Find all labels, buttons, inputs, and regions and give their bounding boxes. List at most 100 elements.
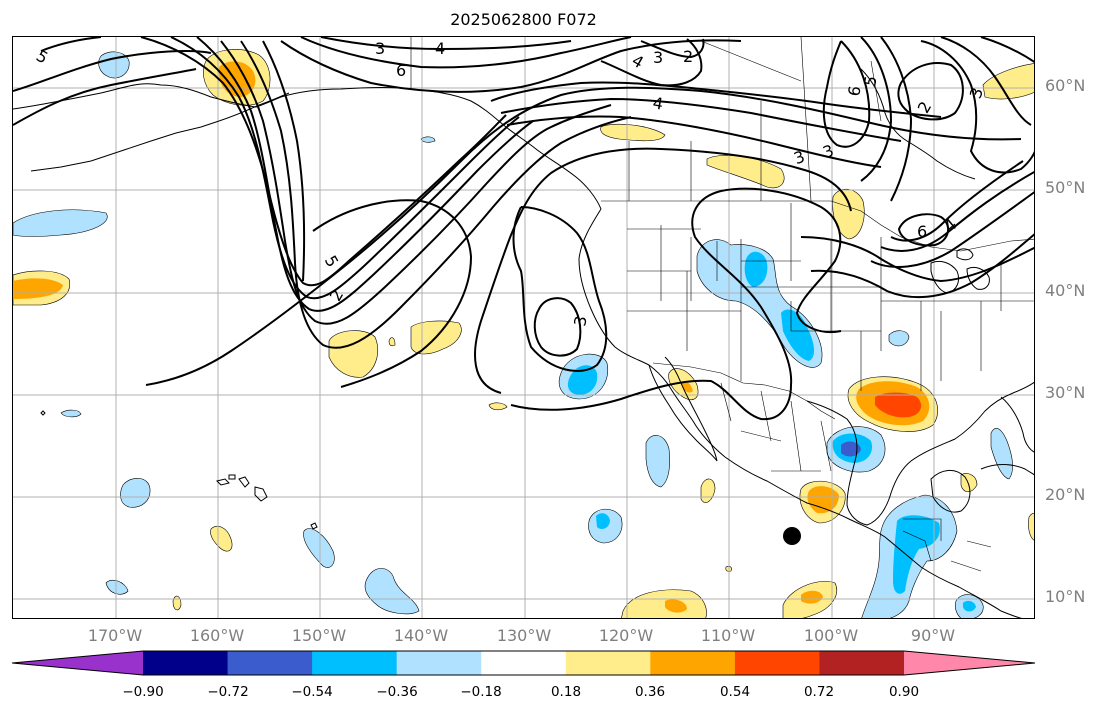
contour-line bbox=[512, 206, 608, 372]
shade-negative-light bbox=[120, 478, 151, 508]
political-borders bbox=[410, 37, 1034, 572]
us-canada-border bbox=[601, 200, 1034, 252]
contour-line bbox=[240, 40, 632, 349]
shade-negative-light bbox=[98, 51, 130, 79]
colorbar-extend-min bbox=[12, 651, 143, 675]
contour-label: 3 bbox=[791, 147, 807, 168]
gulf-coast bbox=[806, 381, 1034, 526]
shade-negative-light bbox=[13, 209, 108, 237]
contour-line bbox=[810, 233, 1034, 299]
coastlines bbox=[13, 68, 1034, 618]
us-mexico-border bbox=[652, 362, 836, 420]
central-america-borders bbox=[902, 518, 992, 572]
colorbar-segment bbox=[650, 651, 736, 675]
shade-negative-medium bbox=[781, 309, 815, 361]
contour-line bbox=[897, 213, 950, 247]
colorbar-extend-max bbox=[904, 651, 1035, 675]
colorbar-segment bbox=[819, 651, 905, 675]
contour-line bbox=[897, 62, 964, 121]
shade-positive-medium bbox=[801, 590, 823, 604]
contour-line bbox=[880, 37, 913, 202]
island-speck bbox=[40, 410, 46, 416]
contour-line bbox=[196, 37, 534, 312]
contour-label: 2 bbox=[683, 47, 693, 66]
contour-line bbox=[980, 37, 1034, 63]
lat-label: 40°N bbox=[1045, 281, 1086, 300]
colorbar-segment bbox=[312, 651, 398, 675]
contour-label: 4 bbox=[629, 51, 647, 73]
colorbar-segment bbox=[227, 651, 313, 675]
shade-negative-light bbox=[888, 330, 910, 347]
contour-line bbox=[140, 37, 507, 287]
west-coast bbox=[578, 208, 1022, 618]
contour-line bbox=[870, 191, 1034, 268]
great-lakes bbox=[930, 248, 990, 294]
lon-label: 150°W bbox=[291, 626, 347, 645]
contour-label: 3 bbox=[653, 48, 663, 67]
contour-label: 4 bbox=[435, 39, 445, 58]
contour-line bbox=[145, 86, 1022, 386]
colorbar-tick-label: −0.72 bbox=[207, 684, 249, 700]
contour-label: 6 bbox=[844, 84, 864, 97]
colorbar-outline bbox=[12, 650, 1036, 676]
contour-label: 5 bbox=[860, 74, 880, 87]
colorbar-tick-label: −0.18 bbox=[460, 684, 502, 700]
contour-label: 4 bbox=[651, 93, 664, 113]
colorbar bbox=[12, 650, 1036, 676]
contour-line bbox=[506, 115, 882, 168]
shade-negative-light bbox=[990, 428, 1013, 480]
shade-positive-light bbox=[982, 63, 1034, 100]
colorbar-tick-label: 0.90 bbox=[888, 684, 920, 700]
shade-negative-light bbox=[420, 136, 436, 143]
lat-label: 30°N bbox=[1045, 383, 1086, 402]
shade-positive-light bbox=[210, 526, 233, 552]
shade-positive-light bbox=[388, 337, 396, 347]
contour-line bbox=[940, 37, 1032, 126]
shade-negative-medium bbox=[567, 365, 598, 395]
shade-negative-light bbox=[303, 528, 335, 568]
contour-line bbox=[13, 50, 212, 92]
shade-positive-light bbox=[328, 330, 378, 378]
shade-negative-strong bbox=[841, 441, 861, 457]
lon-label: 90°W bbox=[910, 626, 956, 645]
colorbar-segment bbox=[396, 651, 482, 675]
shade-positive-strong bbox=[875, 392, 922, 418]
shade-negative-light bbox=[364, 568, 420, 615]
colorbar-tick-label: 0.36 bbox=[634, 684, 666, 700]
colorbar-tick-label: −0.54 bbox=[291, 684, 333, 700]
shade-negative-medium bbox=[893, 515, 940, 594]
shade-negative-medium bbox=[596, 513, 610, 529]
storm-center-marker bbox=[783, 527, 801, 545]
lon-label: 160°W bbox=[189, 626, 245, 645]
shade-positive-light bbox=[706, 155, 785, 189]
lon-label: 140°W bbox=[393, 626, 449, 645]
colorbar-segments bbox=[12, 650, 1036, 676]
canada-provinces bbox=[628, 37, 882, 202]
contour-line bbox=[320, 37, 572, 51]
contour-line bbox=[280, 39, 742, 93]
contour-line bbox=[262, 40, 306, 282]
shade-positive-light bbox=[1028, 513, 1034, 541]
contour-line bbox=[510, 187, 842, 421]
contour-label: 3 bbox=[820, 141, 836, 162]
shade-positive-medium bbox=[681, 381, 693, 393]
lon-label: 100°W bbox=[803, 626, 859, 645]
lon-label: 110°W bbox=[700, 626, 756, 645]
alaska-coast bbox=[13, 83, 602, 210]
contour-line bbox=[860, 37, 893, 182]
colorbar-segment bbox=[143, 651, 229, 675]
contour-line bbox=[170, 37, 520, 300]
shade-positive-light bbox=[172, 595, 182, 611]
mexico-states bbox=[720, 382, 832, 472]
lat-label: 20°N bbox=[1045, 485, 1086, 504]
shade-positive-light bbox=[700, 478, 716, 503]
colorbar-tick-label: −0.36 bbox=[376, 684, 418, 700]
hawaii-islands bbox=[216, 474, 268, 502]
map-panel: 5 3 4 6 3 2 4 3 4 6 5 2 3 5 2 3 6 4 3 bbox=[12, 36, 1035, 619]
contour-line bbox=[312, 199, 473, 388]
shade-positive-medium bbox=[665, 599, 687, 613]
colorbar-segment bbox=[565, 651, 651, 675]
contour-label: 3 bbox=[375, 39, 385, 58]
contour-label: 6 bbox=[917, 222, 927, 241]
shaded-anomaly-fields bbox=[13, 49, 1034, 618]
